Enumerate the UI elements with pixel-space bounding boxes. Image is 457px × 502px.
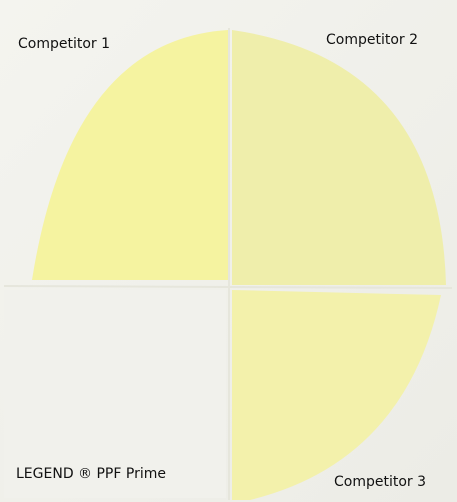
label: Competitor 2	[326, 32, 418, 48]
sample-competitor-2	[232, 30, 446, 285]
seam-horizontal	[3, 285, 453, 289]
clear-film-sample	[4, 290, 226, 498]
sample-competitor-3	[232, 290, 441, 500]
label: Competitor 1	[18, 36, 110, 52]
label: Competitor 3	[334, 474, 426, 490]
label: LEGEND ® PPF Prime	[16, 466, 166, 482]
sample-competitor-1	[32, 30, 228, 280]
